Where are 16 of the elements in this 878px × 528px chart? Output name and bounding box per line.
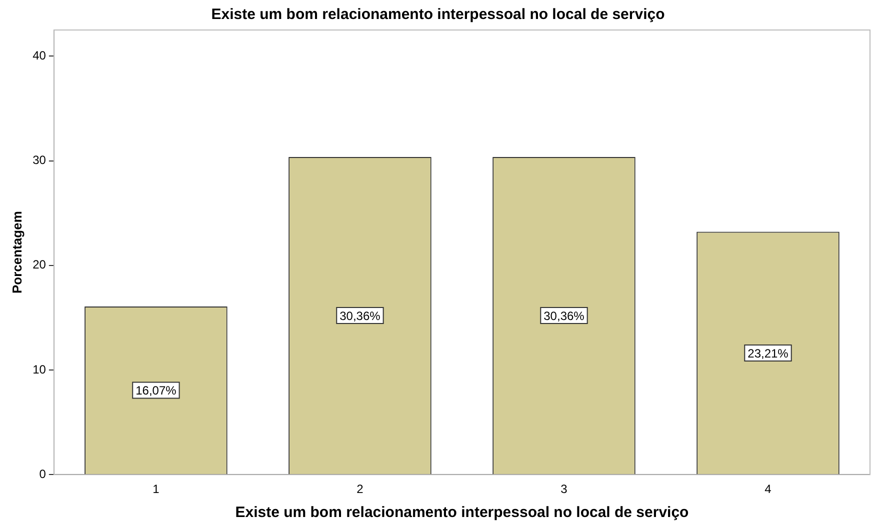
x-tick-label: 3 xyxy=(560,482,568,496)
chart-title: Existe um bom relacionamento interpessoal no local de serviço xyxy=(211,6,665,24)
x-tick-label: 2 xyxy=(356,482,364,496)
data-label: 30,36% xyxy=(544,308,585,323)
y-tick-label: 10 xyxy=(32,362,46,376)
y-tick-label: 30 xyxy=(32,153,46,168)
y-tick-label: 20 xyxy=(32,258,46,272)
y-axis-title: Porcentagem xyxy=(9,211,24,294)
y-tick-label: 0 xyxy=(39,466,46,481)
data-label: 16,07% xyxy=(136,384,177,398)
x-tick-label: 1 xyxy=(152,482,160,496)
x-axis-title: Existe um bom relacionamento interpessoal no local de serviço xyxy=(235,504,689,522)
x-tick-label: 4 xyxy=(764,482,772,496)
y-tick-label: 40 xyxy=(32,48,46,62)
data-label: 30,36% xyxy=(340,308,381,323)
data-label: 23,21% xyxy=(748,346,789,360)
